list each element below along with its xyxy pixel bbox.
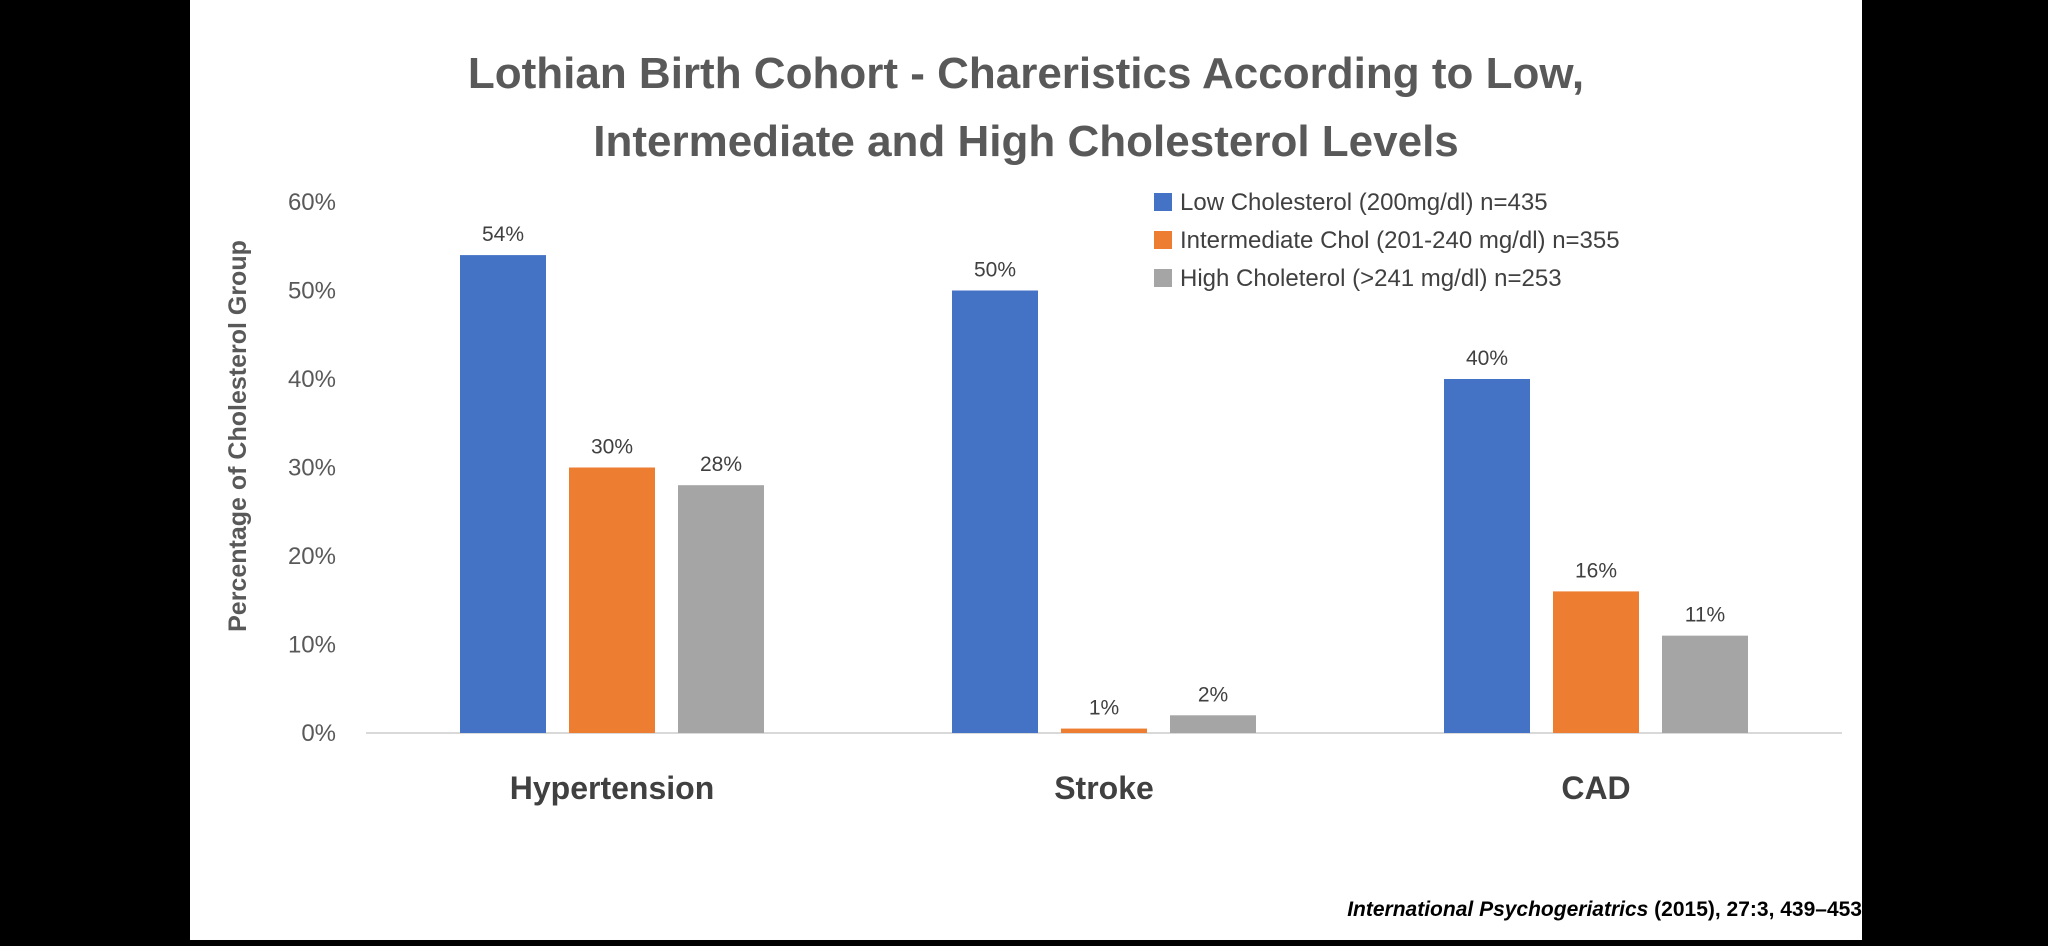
legend-label-0: Low Cholesterol (200mg/dl) n=435 <box>1180 189 1548 216</box>
data-labels: 54% 30% 28% 50% 1% 2% 40% 16% 11% <box>482 223 1725 719</box>
data-label-hypertension-series-1: 30% <box>591 436 633 459</box>
legend-label-1: Intermediate Chol (201-240 mg/dl) n=355 <box>1180 227 1620 254</box>
y-tick-label-5: 50% <box>288 278 336 305</box>
x-axis-categories: Hypertension Stroke CAD <box>510 770 1631 806</box>
legend-label-2: High Choleterol (>241 mg/dl) n=253 <box>1180 265 1562 292</box>
legend-swatch-2 <box>1154 269 1172 287</box>
data-label-stroke-series-2: 2% <box>1198 683 1228 706</box>
bar-stroke-series-0 <box>952 290 1038 733</box>
bar-cad-series-2 <box>1662 635 1748 733</box>
citation-details: (2015), 27:3, 439–453 <box>1648 898 1862 921</box>
data-label-cad-series-1: 16% <box>1575 559 1617 582</box>
legend-swatch-1 <box>1154 231 1172 249</box>
x-category-cad: CAD <box>1561 770 1630 806</box>
bar-stroke-series-1 <box>1061 728 1147 733</box>
citation-journal: International Psychogeriatrics <box>1347 898 1649 921</box>
chart-title-line-2: Intermediate and High Cholesterol Levels <box>593 117 1459 166</box>
x-category-stroke: Stroke <box>1054 770 1154 806</box>
legend: Low Cholesterol (200mg/dl) n=435 Intermed… <box>1154 189 1620 292</box>
data-label-stroke-series-0: 50% <box>974 259 1016 282</box>
bars <box>460 255 1748 733</box>
x-category-hypertension: Hypertension <box>510 770 714 806</box>
bar-chart: Lothian Birth Cohort - Chareristics Acco… <box>224 49 1842 806</box>
y-tick-label-4: 40% <box>288 366 336 393</box>
bar-hypertension-series-1 <box>569 467 655 733</box>
bar-hypertension-series-0 <box>460 255 546 733</box>
y-tick-label-3: 30% <box>288 455 336 482</box>
data-label-hypertension-series-0: 54% <box>482 223 524 246</box>
data-label-stroke-series-1: 1% <box>1089 697 1119 720</box>
bar-cad-series-0 <box>1444 379 1530 733</box>
bar-cad-series-1 <box>1553 591 1639 733</box>
y-tick-label-6: 60% <box>288 189 336 216</box>
bar-stroke-series-2 <box>1170 715 1256 733</box>
chart-title-line-1: Lothian Birth Cohort - Chareristics Acco… <box>468 49 1584 98</box>
data-label-cad-series-2: 11% <box>1685 604 1725 627</box>
legend-swatch-0 <box>1154 193 1172 211</box>
y-tick-label-2: 20% <box>288 543 336 570</box>
bar-hypertension-series-2 <box>678 485 764 733</box>
y-tick-label-0: 0% <box>301 720 336 747</box>
slide: Lothian Birth Cohort - Chareristics Acco… <box>190 0 1862 940</box>
y-axis-ticks: 0% 10% 20% 30% 40% 50% 60% <box>288 189 336 747</box>
data-label-cad-series-0: 40% <box>1466 347 1508 370</box>
data-label-hypertension-series-2: 28% <box>700 453 742 476</box>
citation: International Psychogeriatrics (2015), 2… <box>1347 898 1862 922</box>
y-tick-label-1: 10% <box>288 632 336 659</box>
y-axis-label: Percentage of Cholesterol Group <box>224 240 252 632</box>
